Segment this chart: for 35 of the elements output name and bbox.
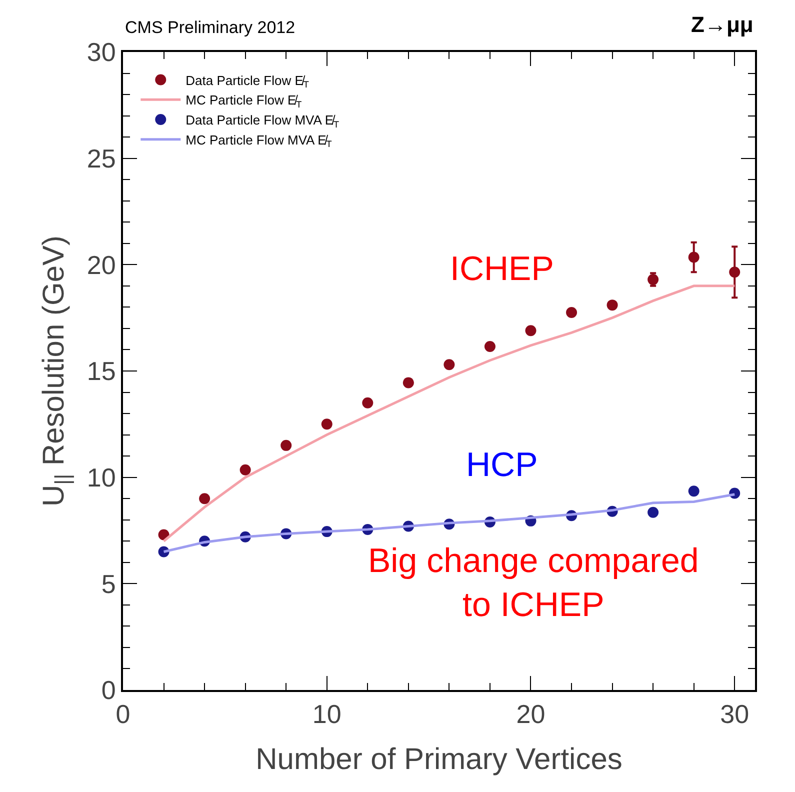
x-tick-label: 20 (516, 699, 546, 730)
y-tick-label: 25 (86, 143, 116, 174)
point (362, 397, 374, 408)
point (321, 418, 332, 430)
y-tick-label: 10 (86, 462, 116, 492)
legend-label: Data Particle Flow E̸$_{T}$ (186, 72, 310, 90)
annotation: ICHEP (450, 250, 554, 288)
point (566, 307, 578, 318)
legend-label: Data Particle Flow MVA E̸$_{T}$ (186, 112, 340, 130)
y-tick-label: 30 (86, 37, 116, 68)
point (240, 464, 251, 476)
point (402, 377, 414, 388)
point (729, 266, 740, 278)
point (688, 486, 700, 497)
point (648, 506, 659, 518)
y-tick-label: 15 (86, 356, 116, 386)
point (525, 325, 536, 336)
annotation: Big change compared to ICHEP (368, 542, 699, 624)
x-axis-title: Number of Primary Vertices (256, 743, 622, 776)
annotation: HCP (466, 446, 538, 484)
y-tick-label: 0 (101, 675, 116, 706)
x-tick-label: 30 (720, 699, 750, 730)
point (280, 440, 292, 451)
y-tick-label: 20 (86, 250, 116, 280)
legend-label: MC Particle Flow E̸$_{T}$ (186, 92, 302, 110)
point (199, 493, 210, 504)
chart-title: CMS Preliminary 2012 (125, 18, 296, 37)
point (688, 252, 700, 263)
y-tick-label: 5 (101, 568, 116, 599)
x-tick-label: 10 (312, 699, 342, 730)
chart-subtitle: Z→μμ (691, 12, 754, 37)
point (444, 359, 455, 370)
point (606, 300, 618, 311)
legend-label: MC Particle Flow MVA E̸$_{T}$ (186, 132, 332, 150)
point (484, 341, 496, 352)
